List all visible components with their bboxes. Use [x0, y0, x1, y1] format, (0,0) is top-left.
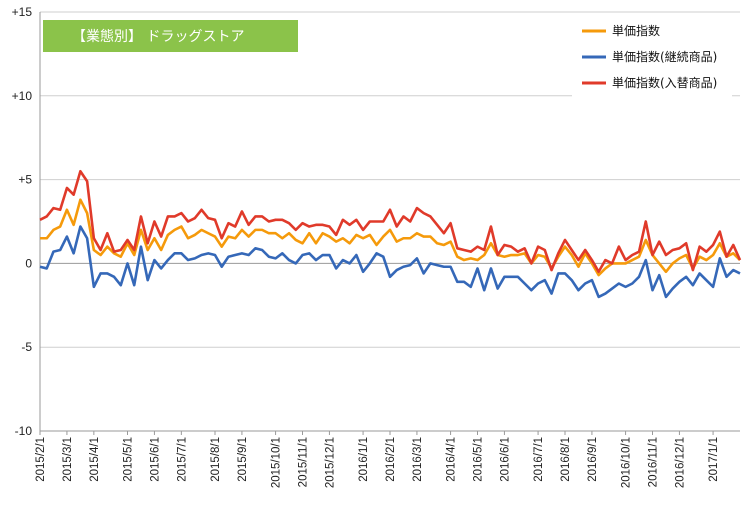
x-tick-label: 2016/3/1 [412, 437, 424, 482]
x-tick-label: 2015/11/1 [298, 437, 310, 487]
x-tick-label: 2016/4/1 [446, 437, 458, 482]
x-tick-label: 2016/1/1 [358, 437, 370, 482]
x-tick-label: 2016/6/1 [499, 437, 511, 482]
x-tick-label: 2017/1/1 [708, 437, 720, 482]
x-tick-label: 2015/3/1 [62, 437, 74, 482]
x-tick-label: 2015/6/1 [149, 437, 161, 482]
x-tick-label: 2015/12/1 [324, 437, 336, 488]
x-tick-label: 2016/5/1 [473, 437, 485, 482]
legend-label-continuing: 単価指数(継続商品) [612, 49, 717, 64]
series-line-1 [39, 225, 741, 299]
series-line-2 [39, 169, 742, 274]
x-tick-label: 2016/11/1 [648, 437, 660, 487]
series-lines [39, 169, 742, 299]
legend: 単価指数 単価指数(継続商品) 単価指数(入替商品) [572, 16, 732, 98]
x-tick-label: 2015/10/1 [271, 437, 283, 488]
x-tick-label: 2015/8/1 [210, 437, 222, 482]
y-tick-labels: +15 +10 +5 0 -5 -10 [12, 5, 33, 438]
title-background [43, 20, 298, 52]
x-tick-label: 2016/7/1 [533, 437, 545, 482]
x-tick-label: 2016/8/1 [560, 437, 572, 482]
x-tick-label: 2015/2/1 [35, 437, 47, 482]
x-tick-label: 2015/9/1 [237, 437, 249, 482]
legend-label-unit-price: 単価指数 [612, 23, 660, 38]
x-tick-label: 2016/9/1 [587, 437, 599, 482]
y-tick-label: -10 [15, 424, 33, 438]
x-tick-label: 2016/10/1 [621, 437, 633, 488]
chart-title: 【業態別】 ドラッグストア [72, 29, 244, 45]
x-tick-label: 2015/7/1 [176, 437, 188, 482]
y-tick-label: -5 [21, 340, 32, 354]
x-tick-labels: 2015/2/1 2015/3/1 2015/4/1 2015/5/1 2015/6/1… [35, 431, 720, 488]
y-tick-label: +15 [12, 5, 33, 19]
x-tick-label: 2015/4/1 [89, 437, 101, 482]
x-tick-label: 2016/12/1 [674, 437, 686, 488]
series-line-0 [40, 198, 741, 277]
x-tick-label: 2015/5/1 [123, 437, 135, 482]
x-tick-label: 2016/2/1 [385, 437, 397, 482]
y-tick-label: +5 [18, 173, 32, 187]
y-tick-label: +10 [12, 89, 33, 103]
legend-label-replacement: 単価指数(入替商品) [612, 75, 717, 90]
chart-title-box: 【業態別】 ドラッグストア [43, 20, 298, 52]
y-tick-label: 0 [25, 256, 32, 270]
